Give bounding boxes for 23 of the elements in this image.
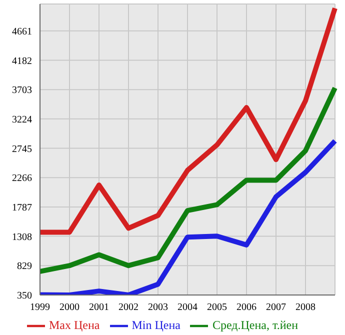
- x-tick-label: 1999: [30, 302, 50, 314]
- x-tick-label: 2004: [178, 302, 198, 314]
- y-tick-label: 1308: [12, 232, 32, 243]
- x-tick-label: 2005: [207, 302, 227, 314]
- y-tick-label: 2745: [12, 144, 32, 155]
- y-tick-label: 3224: [12, 114, 32, 126]
- x-tick-label: 2003: [148, 302, 168, 314]
- y-tick-label: 4661: [12, 26, 32, 38]
- y-tick-label: 829: [17, 261, 32, 272]
- y-tick-label: 4182: [12, 56, 32, 67]
- legend-label: Min Цена: [132, 318, 180, 332]
- y-tick-label: 1787: [12, 202, 32, 214]
- y-tick-label: 3703: [12, 85, 32, 96]
- y-tick-label: 350: [17, 290, 32, 302]
- x-tick-label: 2002: [118, 302, 138, 314]
- x-tick-label: 2006: [236, 302, 256, 314]
- legend-label: Сред.Цена, т.йен: [212, 318, 298, 332]
- legend-label: Max Цена: [48, 318, 100, 332]
- y-tick-label: 2266: [12, 173, 32, 184]
- x-tick-label: 2007: [266, 302, 286, 314]
- x-tick-label: 2000: [60, 302, 80, 314]
- x-tick-label: 2008: [296, 302, 316, 314]
- x-tick-label: 2001: [89, 302, 109, 314]
